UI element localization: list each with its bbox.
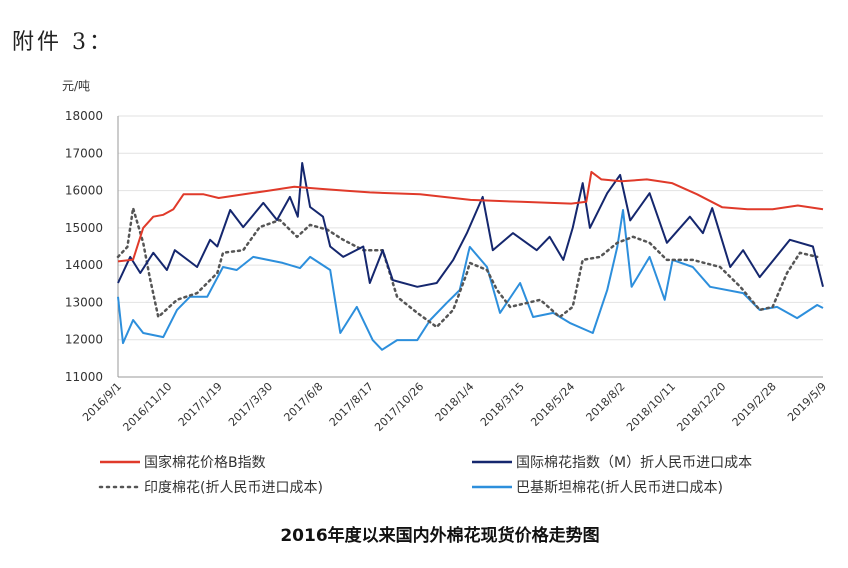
y-tick-label: 13000 bbox=[65, 295, 103, 309]
x-tick-label: 2016/9/1 bbox=[80, 380, 124, 424]
x-tick-label: 2019/5/9 bbox=[785, 380, 829, 424]
legend-label-2: 印度棉花(折人民币进口成本) bbox=[144, 479, 323, 496]
x-tick-label: 2018/5/24 bbox=[528, 380, 577, 429]
x-tick-label: 2017/6/8 bbox=[281, 380, 325, 424]
y-tick-label: 17000 bbox=[65, 146, 103, 160]
series-line-3 bbox=[117, 209, 824, 351]
series-line-0 bbox=[117, 170, 824, 263]
x-tick-label: 2018/1/4 bbox=[432, 380, 476, 424]
series-line-1 bbox=[117, 162, 824, 288]
x-tick-label: 2018/8/2 bbox=[584, 380, 628, 424]
y-tick-label: 18000 bbox=[65, 109, 103, 123]
legend-label-0: 国家棉花价格B指数 bbox=[144, 454, 266, 471]
x-tick-label: 2017/10/26 bbox=[372, 380, 426, 434]
x-tick-label: 2018/10/11 bbox=[624, 380, 678, 434]
chart-title: 2016年度以来国内外棉花现货价格走势图 bbox=[280, 525, 599, 546]
y-tick-label: 16000 bbox=[65, 184, 103, 198]
legend-label-3: 巴基斯坦棉花(折人民币进口成本) bbox=[516, 479, 723, 496]
x-tick-label: 2017/8/17 bbox=[327, 380, 376, 429]
y-tick-label: 14000 bbox=[65, 258, 103, 272]
x-tick-label: 2017/3/30 bbox=[226, 380, 275, 429]
series-line-2 bbox=[116, 206, 819, 329]
y-tick-label: 11000 bbox=[65, 370, 103, 384]
y-tick-label: 15000 bbox=[65, 221, 103, 235]
x-tick-label: 2018/12/20 bbox=[674, 380, 728, 434]
x-tick-label: 2018/3/15 bbox=[478, 380, 527, 429]
x-tick-label: 2017/1/19 bbox=[176, 380, 225, 429]
legend-label-1: 国际棉花指数（M）折人民币进口成本 bbox=[516, 454, 752, 471]
y-axis-label: 元/吨 bbox=[62, 79, 90, 93]
x-tick-label: 2019/2/28 bbox=[730, 380, 779, 429]
x-tick-label: 2016/11/10 bbox=[120, 380, 174, 434]
attachment-label: 附件 3： bbox=[12, 30, 114, 55]
y-tick-label: 12000 bbox=[65, 333, 103, 347]
